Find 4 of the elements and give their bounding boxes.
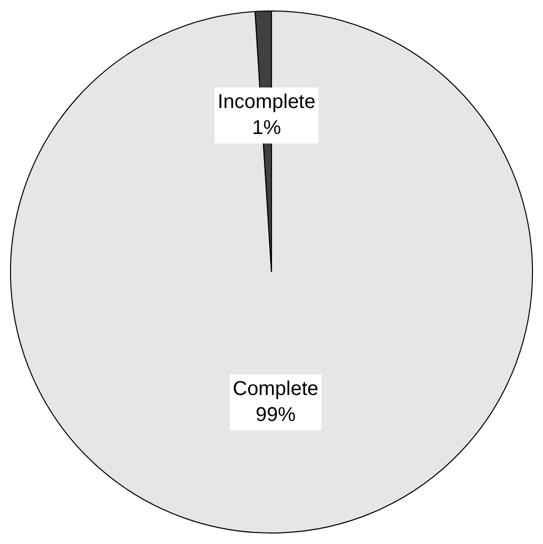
data-label: 99% <box>256 404 296 426</box>
slice-label: Incomplete <box>218 90 316 113</box>
slice-label: Complete <box>232 378 318 400</box>
data-label: 1% <box>252 116 282 139</box>
